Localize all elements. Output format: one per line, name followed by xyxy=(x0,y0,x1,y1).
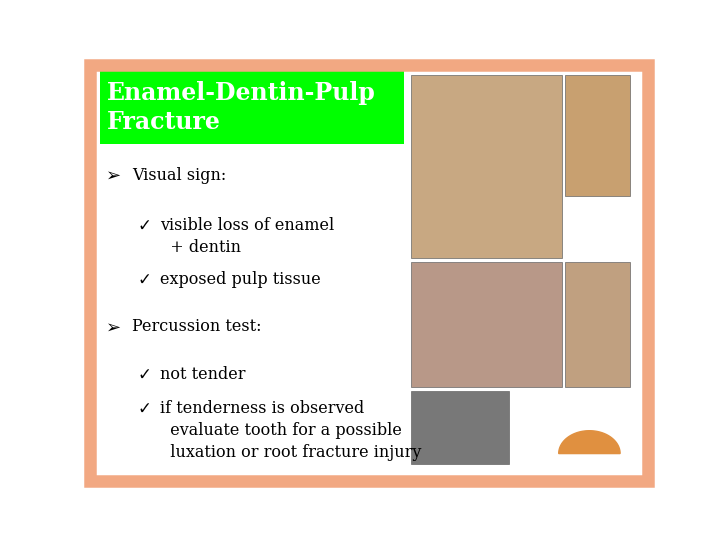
Text: ✓: ✓ xyxy=(138,271,151,288)
Text: ✓: ✓ xyxy=(138,366,151,384)
Text: ✓: ✓ xyxy=(138,400,151,417)
FancyBboxPatch shape xyxy=(565,262,629,387)
Text: ➢: ➢ xyxy=(106,167,121,185)
Text: exposed pulp tissue: exposed pulp tissue xyxy=(160,271,320,288)
Text: Visual sign:: Visual sign: xyxy=(132,167,226,184)
FancyBboxPatch shape xyxy=(411,262,562,387)
Text: not tender: not tender xyxy=(160,366,246,383)
FancyBboxPatch shape xyxy=(411,75,562,258)
Text: ✓: ✓ xyxy=(138,217,151,234)
Text: Enamel-Dentin-Pulp
Fracture: Enamel-Dentin-Pulp Fracture xyxy=(107,80,376,134)
Polygon shape xyxy=(559,431,620,454)
FancyBboxPatch shape xyxy=(100,71,404,144)
Text: visible loss of enamel
  + dentin: visible loss of enamel + dentin xyxy=(160,217,334,256)
Text: Percussion test:: Percussion test: xyxy=(132,319,261,335)
FancyBboxPatch shape xyxy=(411,391,508,464)
Text: ➢: ➢ xyxy=(106,319,121,336)
Text: if tenderness is observed
  evaluate tooth for a possible
  luxation or root fra: if tenderness is observed evaluate tooth… xyxy=(160,400,421,461)
FancyBboxPatch shape xyxy=(565,75,629,196)
